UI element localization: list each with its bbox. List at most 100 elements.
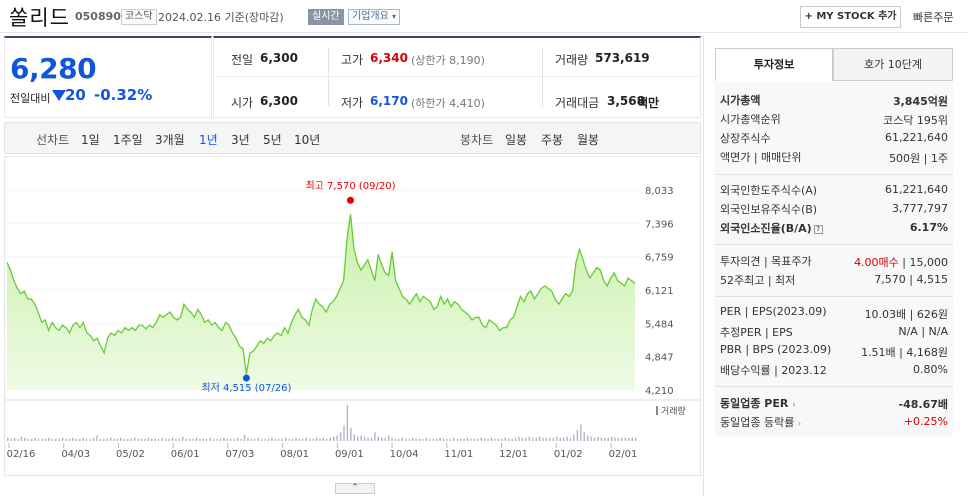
x-tick-label: 04/03 xyxy=(61,449,90,460)
info-value: N/A | N/A xyxy=(898,325,948,338)
stock-header xyxy=(0,0,968,33)
volume-bar xyxy=(411,437,414,441)
price-chart xyxy=(4,156,701,476)
volume-bar xyxy=(44,438,47,441)
volume-bar xyxy=(236,437,239,441)
sector-change-label[interactable]: 동일업종 등락률 › xyxy=(720,414,801,430)
max-label: 최고 7,570 (09/20) xyxy=(305,180,395,192)
y-tick-label: 4,847 xyxy=(645,353,674,364)
volume-bar xyxy=(573,434,575,441)
help-icon[interactable]: ? xyxy=(813,224,823,234)
change-amount: 20 xyxy=(65,86,86,104)
info-label: 상장주식수 xyxy=(720,132,771,145)
volume-bar xyxy=(590,436,592,441)
volume-bar xyxy=(394,438,397,441)
volume-bar xyxy=(504,437,506,441)
min-label: 최저 4,515 (07/26) xyxy=(201,382,291,394)
info-label: 시가총액 xyxy=(720,94,761,107)
candle-weekly[interactable]: 주봉 xyxy=(541,133,564,147)
chevron-down-icon: ▾ xyxy=(392,12,397,21)
info-label: 외국인소진율(B/A)? xyxy=(720,220,823,236)
period-5y[interactable]: 5년 xyxy=(263,133,282,147)
volume-bar xyxy=(477,438,479,441)
volume-bar xyxy=(425,437,428,441)
volume-bar xyxy=(178,438,180,441)
x-tick-label: 05/02 xyxy=(116,449,145,460)
add-my-stock-button[interactable]: + MY STOCK 추가 xyxy=(800,6,901,28)
x-tick-label: 12/01 xyxy=(499,449,528,460)
volume-bar xyxy=(68,438,71,441)
volume-bar xyxy=(267,438,270,441)
volume-bar xyxy=(144,438,146,441)
volume-bar xyxy=(429,438,431,441)
volume-bar xyxy=(350,427,352,441)
collapse-chart-button[interactable]: ⌃ xyxy=(335,483,375,494)
period-1w[interactable]: 1주일 xyxy=(113,133,143,147)
max-marker xyxy=(346,196,354,204)
price-summary xyxy=(4,36,212,118)
company-info-dropdown[interactable]: 기업개요 ▾ xyxy=(348,9,401,25)
volume-bar xyxy=(357,436,359,441)
volume-bar xyxy=(65,438,67,441)
volume-bar xyxy=(51,438,53,441)
trade-value-unit: 백만 xyxy=(637,96,660,110)
info-label: 추정PER | EPS xyxy=(720,326,793,339)
volume-bar xyxy=(360,435,362,441)
volume-bar xyxy=(158,438,160,441)
quick-order-link[interactable]: 빠른주문 xyxy=(913,11,954,24)
volume-bar xyxy=(41,438,43,441)
volume-bar xyxy=(250,438,253,441)
volume-bar xyxy=(312,438,314,441)
info-value: 10.03배 | 626원 xyxy=(864,308,948,321)
volume-bar xyxy=(370,437,373,441)
period-1y[interactable]: 1년 xyxy=(199,133,218,147)
volume-bar xyxy=(401,437,403,441)
period-10y[interactable]: 10년 xyxy=(294,133,321,147)
volume-bar xyxy=(528,436,530,441)
tab-hoga[interactable]: 호가 10단계 xyxy=(833,48,953,81)
period-3m[interactable]: 3개월 xyxy=(155,133,185,147)
volume-bar xyxy=(171,437,174,441)
volume-bar xyxy=(339,432,342,441)
volume-bar xyxy=(460,438,462,441)
volume-bar xyxy=(415,438,417,441)
volume-bar xyxy=(432,438,434,441)
info-label: PBR | BPS (2023.09) xyxy=(720,343,832,356)
volume-bar xyxy=(542,437,544,441)
volume-bars xyxy=(7,405,637,441)
current-price: 6,280 xyxy=(10,52,97,85)
volume-bar xyxy=(604,437,606,441)
volume-bar xyxy=(559,437,561,441)
realtime-button[interactable]: 실시간 xyxy=(308,9,344,25)
volume-bar xyxy=(576,430,579,441)
high-value: 6,340 xyxy=(370,51,408,65)
price-line xyxy=(6,214,636,375)
volume-bar xyxy=(161,437,163,441)
volume-bar xyxy=(442,438,445,441)
volume-bar xyxy=(82,437,84,441)
info-value: 1.51배 | 4,168원 xyxy=(861,346,948,359)
sector-per-label[interactable]: 동일업종 PER › xyxy=(720,395,796,411)
period-3y[interactable]: 3년 xyxy=(231,133,250,147)
volume-bar xyxy=(240,438,242,441)
volume-bar xyxy=(418,438,421,441)
divider xyxy=(542,48,543,106)
period-1d[interactable]: 1일 xyxy=(81,133,100,147)
volume-bar xyxy=(549,437,551,441)
volume-bar xyxy=(336,435,338,441)
volume-bar xyxy=(611,436,613,441)
candle-daily[interactable]: 일봉 xyxy=(505,133,528,147)
market-badge: 코스닥 xyxy=(121,9,157,25)
volume-bar xyxy=(319,438,321,441)
y-tick-label: 4,210 xyxy=(645,386,674,397)
volume-bar xyxy=(216,438,218,441)
tab-invest-info[interactable]: 투자정보 xyxy=(715,48,833,81)
volume-bar xyxy=(182,436,184,441)
candle-monthly[interactable]: 월봉 xyxy=(577,133,600,147)
volume-bar xyxy=(597,436,599,441)
volume-bar xyxy=(99,438,102,441)
volume-bar xyxy=(367,437,369,441)
volume-bar xyxy=(580,424,582,441)
volume-bar xyxy=(151,438,153,441)
volume-bar xyxy=(377,436,379,441)
